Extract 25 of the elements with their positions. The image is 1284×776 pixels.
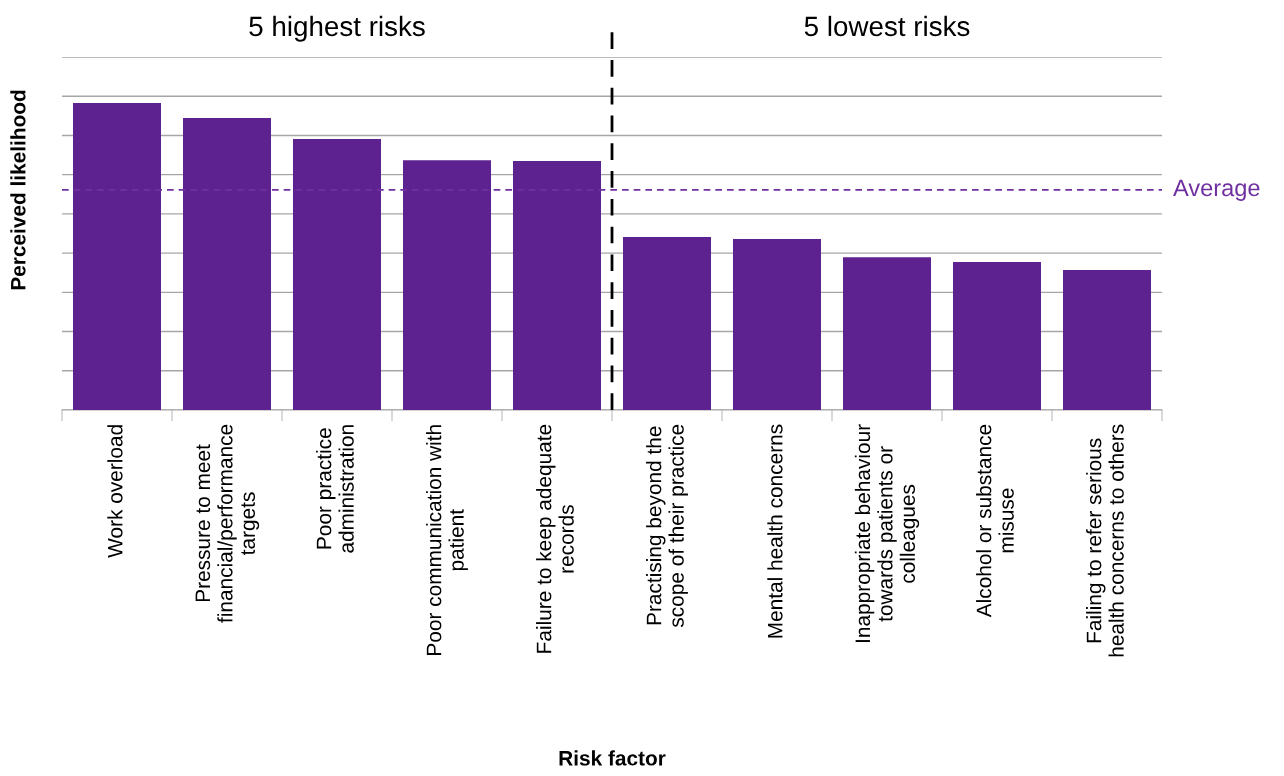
bar bbox=[293, 138, 381, 410]
bar bbox=[513, 161, 601, 410]
y-axis-title: Perceived likelihood bbox=[10, 90, 26, 290]
bar bbox=[403, 160, 491, 410]
x-tick-label: Mental health concerns bbox=[767, 424, 783, 638]
x-tick-label: Alcohol or substance misuse bbox=[976, 424, 1014, 618]
x-tick-label: Work overload bbox=[107, 425, 123, 558]
ref-line-label: Average bbox=[1173, 179, 1260, 201]
x-tick-label: Failure to keep adequate records bbox=[536, 424, 574, 653]
text: 5 highest risks bbox=[249, 15, 425, 42]
x-tick-label: Inappropriate behaviour towards patients or colleagues bbox=[854, 424, 920, 643]
x-tick-label: Failing to refer serious health concerns to others bbox=[1086, 424, 1124, 657]
bar bbox=[1063, 270, 1151, 410]
x-tick-label: Poor communication with patient bbox=[426, 425, 468, 655]
bar bbox=[953, 262, 1041, 410]
bar bbox=[183, 118, 271, 410]
bar bbox=[843, 257, 931, 410]
bar bbox=[623, 236, 711, 410]
bar bbox=[73, 103, 161, 410]
x-tick-label: Poor practice administration bbox=[316, 425, 354, 553]
bar bbox=[733, 239, 821, 410]
x-tick-label: Practising beyond the scope of their practice bbox=[646, 424, 688, 628]
x-axis-title: Risk factor bbox=[559, 750, 666, 766]
text: 5 lowest risks bbox=[804, 15, 970, 37]
x-tick-label: Pressure to meet financial/performance targets bbox=[195, 424, 260, 623]
